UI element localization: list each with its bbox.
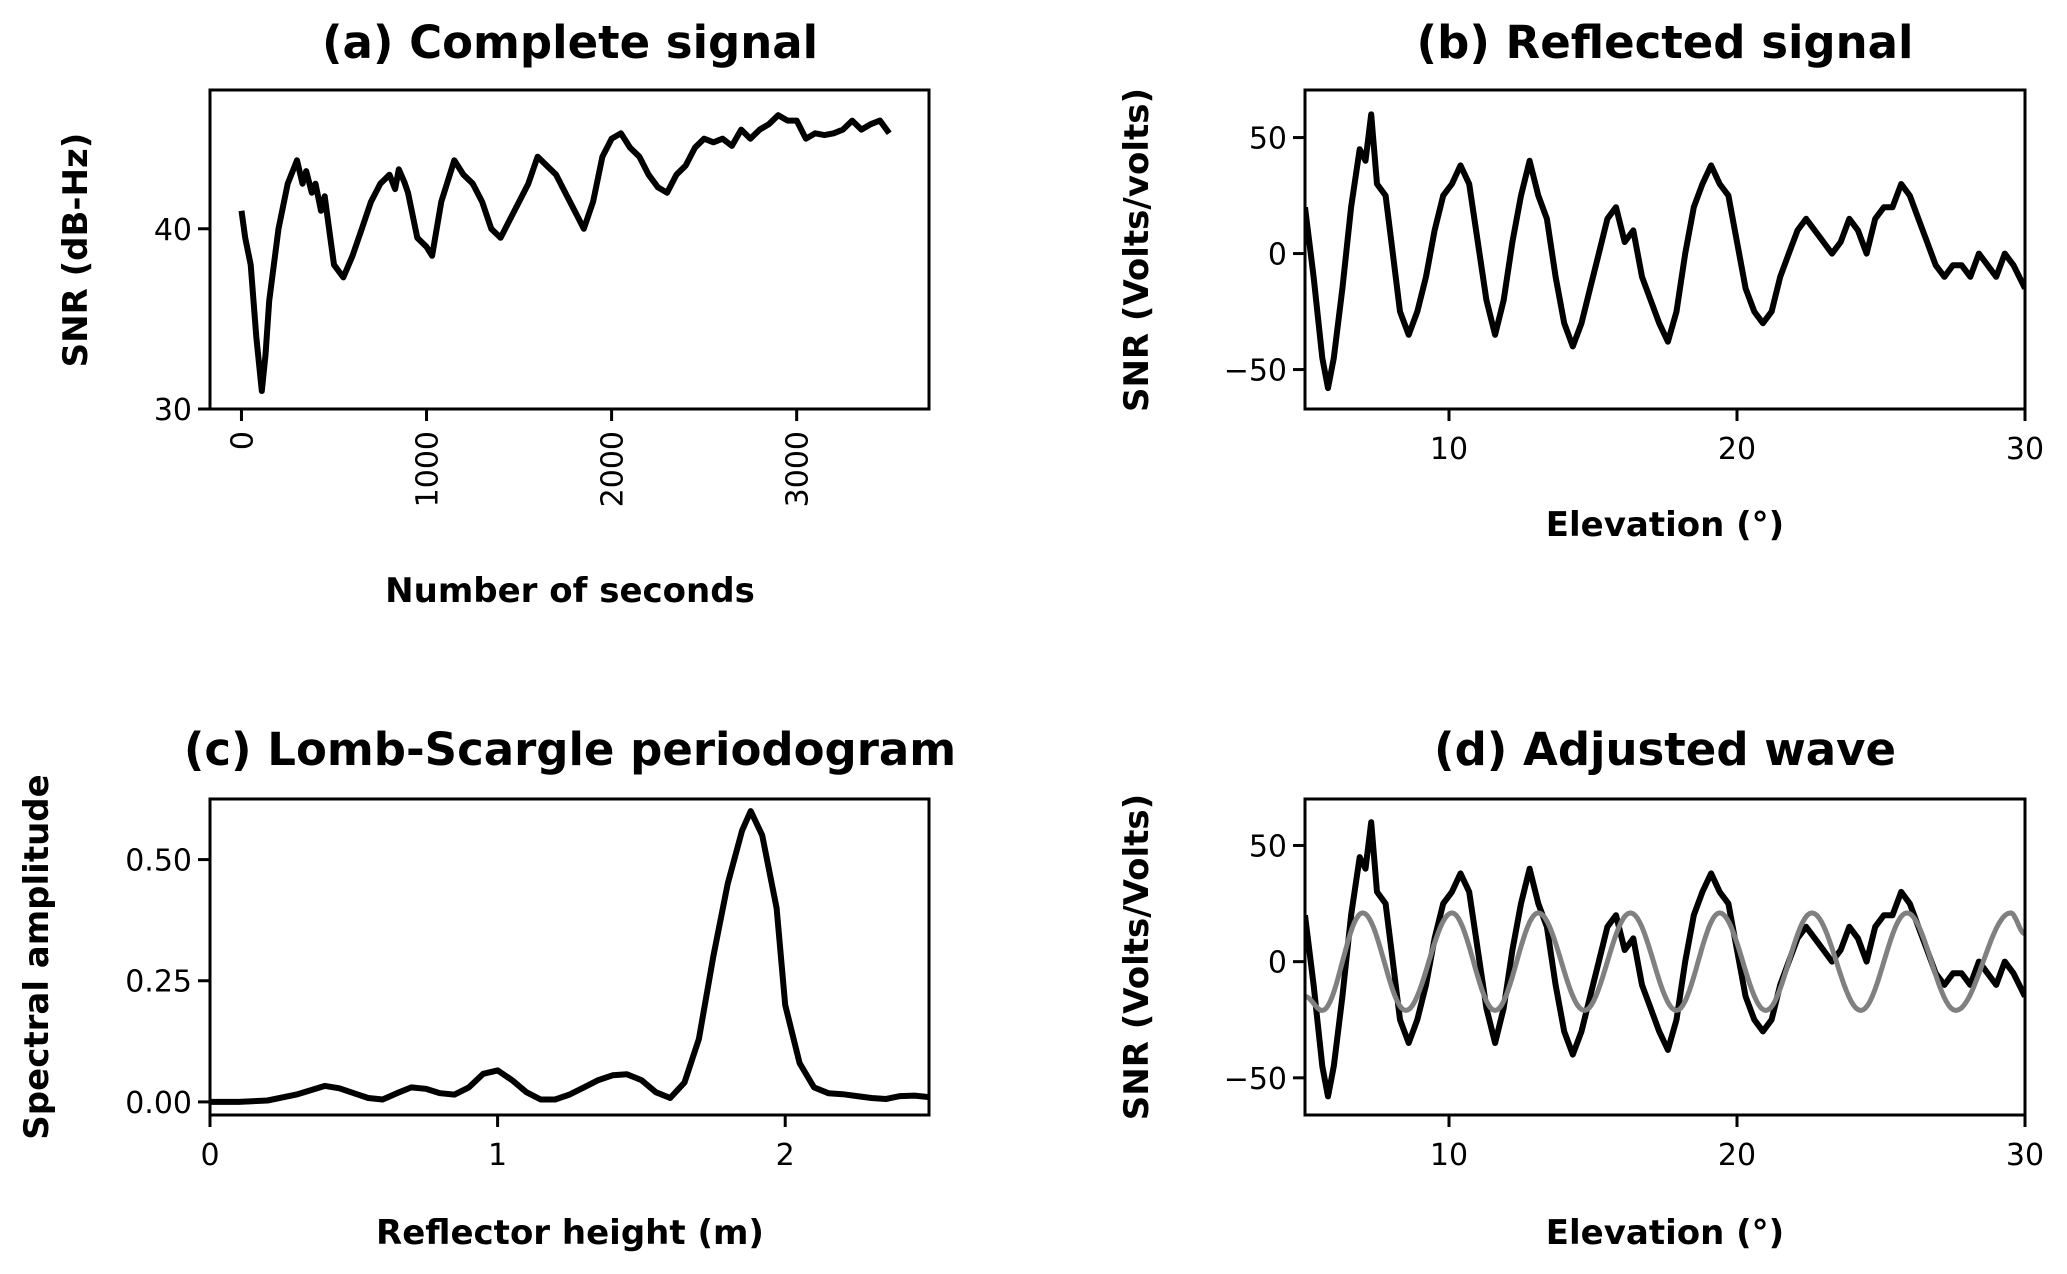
x-tick-label: 3000 [781,431,816,507]
x-tick-label: 30 [2006,432,2044,467]
y-tick-label: 0 [1268,238,1287,273]
y-tick-label: 0 [1268,946,1287,981]
series-reflected-snr-line [1305,111,2025,392]
x-tick-label: 2000 [596,431,631,507]
y-tick-label: 0.00 [125,1086,192,1121]
panel-d-adjusted-wave: (d) Adjusted wave Elevation (°) SNR (Vol… [1117,723,2044,1253]
series-periodogram-line [210,808,929,1105]
x-tick-label: 10 [1430,1138,1468,1173]
panel-c-periodogram: (c) Lomb-Scargle periodogram Reflector h… [17,723,956,1253]
panel-a-ylabel: SNR (dB-Hz) [56,133,96,368]
x-tick-label: 1000 [411,431,446,507]
axes-frame [208,797,931,1117]
series-fitted-sinusoid-line [1305,910,2025,1013]
x-tick-label: 10 [1430,432,1468,467]
panel-b-title: (b) Reflected signal [1417,16,1914,69]
panel-d-ylabel: SNR (Volts/Volts) [1117,794,1157,1120]
y-tick-label: −50 [1224,1062,1287,1097]
panel-c-title: (c) Lomb-Scargle periodogram [184,723,956,776]
axes-frame [1303,88,2027,411]
panel-a-title: (a) Complete signal [322,16,818,69]
panel-a-xlabel: Number of seconds [385,571,755,611]
y-tick-label: 40 [154,213,192,248]
y-tick-label: −50 [1224,354,1287,389]
x-tick-label: 2 [776,1138,795,1173]
x-tick-label: 1 [488,1138,507,1173]
y-tick-label: 30 [154,393,192,428]
series-reflected-snr-line [1305,819,2025,1100]
panel-b-reflected-signal: (b) Reflected signal Elevation (°) SNR (… [1117,16,2044,545]
y-tick-label: 0.50 [125,844,192,879]
x-tick-label: 0 [200,1138,219,1173]
series-snr-line [238,112,892,394]
x-tick-label: 20 [1718,1138,1756,1173]
panel-c-xlabel: Reflector height (m) [376,1213,764,1253]
panel-d-title: (d) Adjusted wave [1434,723,1896,776]
x-tick-label: 20 [1718,432,1756,467]
axes-frame [1303,797,2027,1117]
panel-d-xlabel: Elevation (°) [1546,1213,1784,1253]
x-tick-label: 30 [2006,1138,2044,1173]
y-tick-label: 50 [1249,122,1287,157]
panel-a-complete-signal: (a) Complete signal Number of seconds SN… [56,16,931,611]
y-tick-label: 0.25 [125,965,192,1000]
y-tick-label: 50 [1249,829,1287,864]
panel-b-xlabel: Elevation (°) [1546,505,1784,545]
x-tick-label: 0 [225,431,260,450]
panel-b-ylabel: SNR (Volts/volts) [1117,88,1157,412]
axes-frame [208,88,931,411]
panel-c-ylabel: Spectral amplitude [17,774,57,1139]
